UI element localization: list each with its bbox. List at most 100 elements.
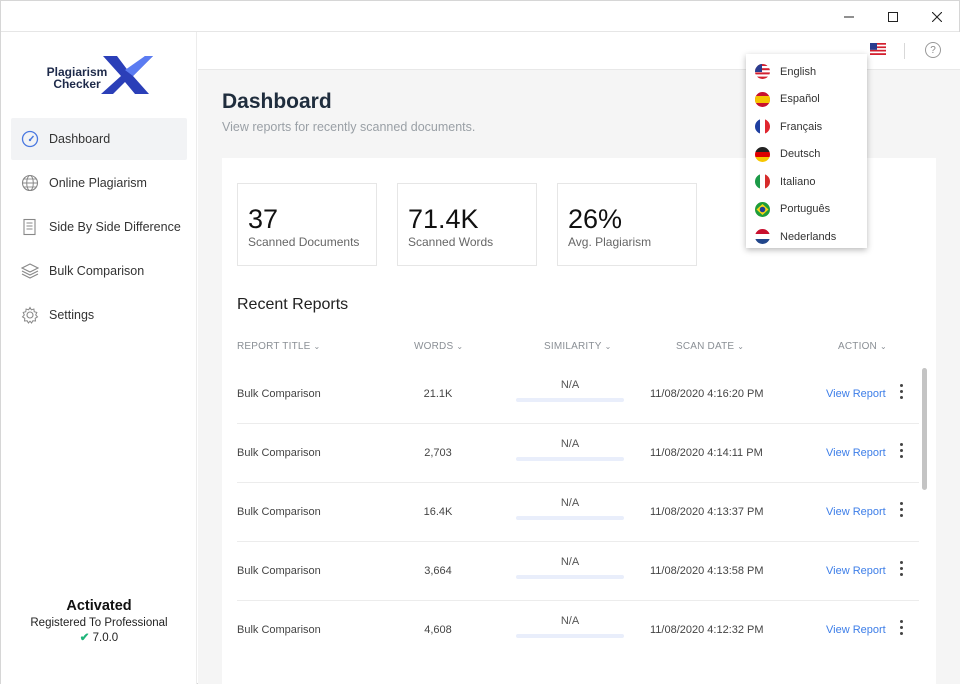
language-option-portuguese[interactable]: Português xyxy=(746,196,867,224)
title-bar xyxy=(1,1,959,32)
sidebar-item-label: Bulk Comparison xyxy=(49,264,145,278)
report-date: 11/08/2020 4:14:11 PM xyxy=(650,447,763,459)
report-words: 4,608 xyxy=(424,624,452,636)
row-menu-button[interactable] xyxy=(895,500,907,518)
report-title: Bulk Comparison xyxy=(237,624,321,636)
kebab-dot xyxy=(899,513,903,517)
row-menu-button[interactable] xyxy=(895,559,907,577)
close-button[interactable] xyxy=(915,1,959,32)
column-label: WORDS xyxy=(414,341,454,352)
report-similarity: N/A xyxy=(516,556,624,579)
netherlands-flag-icon xyxy=(755,229,770,245)
kebab-dot xyxy=(899,395,903,399)
logo-text: Plagiarism Checker xyxy=(45,66,109,90)
close-icon xyxy=(932,11,942,22)
logo-line-1: Plagiarism xyxy=(46,65,108,79)
stat-card-documents: 37 Scanned Documents xyxy=(237,183,377,266)
similarity-value: N/A xyxy=(560,556,580,568)
column-header-similarity[interactable]: SIMILARITY ⌄ xyxy=(544,341,611,352)
table-scrollbar[interactable] xyxy=(922,368,927,490)
table-row: Bulk Comparison 16.4K N/A 11/08/2020 4:1… xyxy=(237,483,919,542)
app-logo: Plagiarism Checker xyxy=(41,54,161,98)
similarity-bar xyxy=(516,516,624,520)
language-option-french[interactable]: Français xyxy=(746,113,867,141)
sidebar-item-label: Settings xyxy=(49,308,95,322)
stat-value: 71.4K xyxy=(408,204,479,234)
table-row: Bulk Comparison 3,664 N/A 11/08/2020 4:1… xyxy=(237,542,919,601)
sidebar-item-side-by-side[interactable]: Side By Side Difference xyxy=(11,206,187,248)
sidebar-item-bulk-comparison[interactable]: Bulk Comparison xyxy=(11,250,187,292)
report-title: Bulk Comparison xyxy=(237,506,321,518)
sidebar-item-label: Online Plagiarism xyxy=(49,176,147,190)
help-button[interactable]: ? xyxy=(925,42,941,58)
column-header-words[interactable]: WORDS ⌄ xyxy=(414,341,463,352)
sidebar-item-online-plagiarism[interactable]: Online Plagiarism xyxy=(11,162,187,204)
view-report-link[interactable]: View Report xyxy=(826,388,886,400)
language-label: Español xyxy=(780,93,820,106)
column-header-title[interactable]: REPORT TITLE ⌄ xyxy=(237,341,320,352)
maximize-button[interactable] xyxy=(871,1,915,32)
logo-line-2: Checker xyxy=(53,77,101,91)
language-label: Nederlands xyxy=(780,230,837,243)
report-words: 2,703 xyxy=(424,447,452,459)
kebab-dot xyxy=(899,625,903,629)
view-report-link[interactable]: View Report xyxy=(826,506,886,518)
language-label: Deutsch xyxy=(780,148,821,161)
report-date: 11/08/2020 4:16:20 PM xyxy=(650,388,764,400)
similarity-bar xyxy=(516,634,624,638)
maximize-icon xyxy=(888,11,898,22)
report-words: 3,664 xyxy=(424,565,452,577)
version-number: 7.0.0 xyxy=(92,632,119,644)
kebab-dot xyxy=(899,619,903,623)
column-header-date[interactable]: SCAN DATE ⌄ xyxy=(676,341,744,352)
table-row: Bulk Comparison 21.1K N/A 11/08/2020 4:1… xyxy=(237,365,919,424)
report-similarity: N/A xyxy=(516,438,624,461)
column-header-action[interactable]: ACTION ⌄ xyxy=(838,341,887,352)
stat-label: Avg. Plagiarism xyxy=(568,235,652,249)
language-label: English xyxy=(780,65,817,78)
stat-label: Scanned Words xyxy=(408,235,494,249)
kebab-dot xyxy=(899,560,903,564)
row-menu-button[interactable] xyxy=(895,382,907,400)
similarity-bar xyxy=(516,398,624,402)
language-option-english[interactable]: English xyxy=(746,58,867,86)
document-icon xyxy=(21,218,39,236)
language-label: Português xyxy=(780,203,831,216)
sidebar-item-dashboard[interactable]: Dashboard xyxy=(11,118,187,160)
view-report-link[interactable]: View Report xyxy=(826,447,886,459)
kebab-dot xyxy=(899,501,903,505)
gear-icon xyxy=(21,306,39,324)
minimize-button[interactable] xyxy=(827,1,871,32)
sidebar-item-label: Dashboard xyxy=(49,132,111,146)
similarity-bar xyxy=(516,457,624,461)
globe-icon xyxy=(21,174,39,192)
report-words: 16.4K xyxy=(423,506,453,518)
italy-flag-icon xyxy=(755,174,770,190)
page-title: Dashboard xyxy=(222,90,332,113)
language-option-spanish[interactable]: Español xyxy=(746,86,867,114)
column-label: SCAN DATE xyxy=(676,341,735,352)
column-label: SIMILARITY xyxy=(544,341,602,352)
table-row: Bulk Comparison 2,703 N/A 11/08/2020 4:1… xyxy=(237,424,919,483)
sidebar-item-settings[interactable]: Settings xyxy=(11,294,187,336)
language-label: Français xyxy=(780,120,823,133)
language-option-italian[interactable]: Italiano xyxy=(746,168,867,196)
recent-reports-title: Recent Reports xyxy=(237,296,349,313)
version-info: ✔ 7.0.0 xyxy=(1,630,197,644)
language-dropdown: English Español Français Deutsch Italian… xyxy=(746,54,867,248)
row-menu-button[interactable] xyxy=(895,441,907,459)
logo-x-icon xyxy=(101,56,153,94)
report-date: 11/08/2020 4:13:37 PM xyxy=(650,506,764,518)
view-report-link[interactable]: View Report xyxy=(826,624,886,636)
language-option-german[interactable]: Deutsch xyxy=(746,141,867,169)
column-label: ACTION xyxy=(838,341,877,352)
report-similarity: N/A xyxy=(516,615,624,638)
report-title: Bulk Comparison xyxy=(237,447,321,459)
row-menu-button[interactable] xyxy=(895,618,907,636)
help-icon: ? xyxy=(930,44,936,56)
report-similarity: N/A xyxy=(516,497,624,520)
us-flag-icon[interactable] xyxy=(870,43,886,55)
view-report-link[interactable]: View Report xyxy=(826,565,886,577)
similarity-value: N/A xyxy=(560,615,580,627)
language-option-dutch[interactable]: Nederlands xyxy=(746,223,867,251)
